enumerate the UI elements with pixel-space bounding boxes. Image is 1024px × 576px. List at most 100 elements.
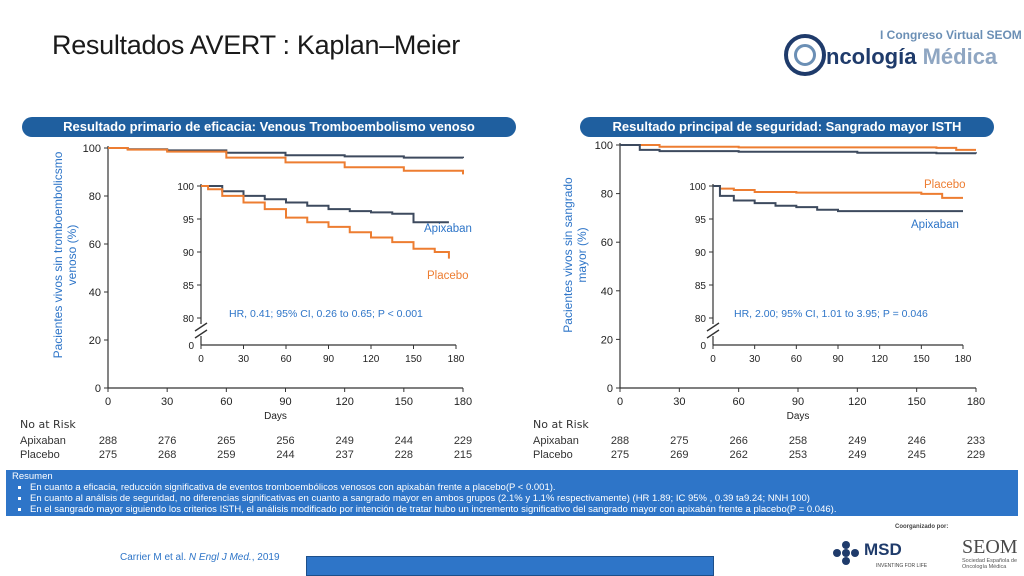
risk-cell: 249 (848, 449, 866, 461)
risk-cell: 246 (907, 435, 925, 447)
risk-row-label: Apixaban (533, 435, 579, 447)
y-tick-label: 0 (607, 383, 613, 395)
logo-word-medica: Médica (922, 44, 998, 69)
inset-x-tick-label: 30 (749, 354, 761, 365)
msd-tagline: INVENTING FOR LIFE (876, 563, 928, 569)
x-tick-label: 180 (967, 396, 985, 408)
y-tick-label: 100 (83, 143, 101, 155)
slide-title: Resultados AVERT : Kaplan–Meier (52, 30, 460, 60)
summary-bullet: En cuanto a eficacia, reducción signific… (30, 482, 1012, 493)
risk-cell: 258 (789, 435, 807, 447)
summary-list: En cuanto a eficacia, reducción signific… (12, 482, 1012, 515)
y-tick-label: 80 (601, 189, 613, 201)
risk-row-label: Placebo (533, 449, 573, 461)
x-tick-label: 180 (454, 396, 472, 408)
y-tick-label: 100 (595, 140, 613, 152)
inset-y-tick-label: 95 (695, 215, 707, 226)
risk-cell: 265 (217, 435, 235, 447)
congress-logo-mark (784, 34, 826, 76)
y-tick-label: 20 (89, 335, 101, 347)
y-tick-label: 40 (89, 287, 101, 299)
logo-word-oncologia: ncología (826, 44, 917, 69)
inset-y-tick-label: 100 (689, 182, 706, 193)
risk-cell: 268 (158, 449, 176, 461)
summary-bullet: En cuanto al análisis de seguridad, no d… (30, 493, 1012, 504)
inset-x-tick-label: 60 (791, 354, 803, 365)
inset-series-line-placebo (201, 185, 450, 259)
msd-logo-icon (833, 541, 859, 565)
y-tick-label: 20 (601, 334, 613, 346)
x-tick-label: 60 (220, 396, 232, 408)
risk-cell: 288 (611, 435, 629, 447)
inset-y-tick-label: 100 (177, 182, 194, 193)
legend-label-placebo: Placebo (427, 270, 469, 282)
y-axis-label: Pacientes vivos sin tromboembolicsmoveno… (51, 151, 79, 358)
seom-subtitle: Sociedad Española de Oncología Médica (962, 558, 1018, 570)
series-line-apixaban (620, 144, 977, 155)
inset-x-tick-label: 90 (323, 354, 335, 365)
y-tick-label: 80 (89, 191, 101, 203)
inset-y-tick-label: 90 (183, 248, 195, 259)
inset-x-tick-label: 90 (832, 354, 844, 365)
summary-title: Resumen (12, 471, 53, 482)
x-tick-label: 150 (395, 396, 413, 408)
risk-cell: 229 (967, 449, 985, 461)
x-tick-label: 90 (792, 396, 804, 408)
citation-journal: N Engl J Med. (188, 552, 252, 563)
legend-label-apixaban: Apixaban (911, 219, 959, 231)
inset-series-line-apixaban (201, 185, 449, 224)
x-axis-label: Days (787, 411, 810, 422)
citation-year: , 2019 (251, 552, 280, 563)
risk-cell: 266 (729, 435, 747, 447)
risk-cell: 288 (99, 435, 117, 447)
risk-table-header: No at Risk (20, 418, 76, 431)
risk-cell: 215 (454, 449, 472, 461)
inset-x-tick-label: 120 (871, 354, 888, 365)
risk-row-label: Placebo (20, 449, 60, 461)
efficacy-panel-header: Resultado primario de eficacia: Venous T… (22, 117, 516, 137)
risk-cell: 237 (335, 449, 353, 461)
msd-logo-text: MSD (864, 540, 902, 559)
inset-x-tick-label: 0 (198, 354, 204, 365)
safety-panel-header: Resultado principal de seguridad: Sangra… (580, 117, 994, 137)
inset-x-tick-label: 30 (238, 354, 250, 365)
inset-y-tick-label: 80 (695, 314, 707, 325)
congress-logo-subtitle: I Congreso Virtual SEOM (880, 28, 1022, 42)
risk-cell: 244 (276, 449, 294, 461)
risk-cell: 275 (670, 435, 688, 447)
series-line-placebo (108, 147, 464, 175)
risk-row-label: Apixaban (20, 435, 66, 447)
inset-axis-break (706, 322, 720, 332)
risk-cell: 228 (395, 449, 413, 461)
footer-blue-box (306, 556, 714, 576)
y-tick-label: 60 (601, 237, 613, 249)
legend-label-placebo: Placebo (924, 179, 966, 191)
x-tick-label: 150 (907, 396, 925, 408)
summary-box: Resumen En cuanto a eficacia, reducción … (6, 470, 1018, 516)
risk-cell: 245 (907, 449, 925, 461)
inset-x-tick-label: 180 (955, 354, 972, 365)
risk-cell: 249 (335, 435, 353, 447)
inset-y-tick-label: 85 (695, 281, 707, 292)
y-axis-label-line: Pacientes vivos sin sangrado (561, 177, 575, 333)
congress-logo-wordmark: ncología Médica (826, 44, 997, 70)
y-axis-label-line: mayor (%) (575, 227, 589, 282)
x-tick-label: 0 (105, 396, 111, 408)
x-axis-label: Days (264, 411, 287, 422)
inset-y-tick-label: 85 (183, 281, 195, 292)
x-tick-label: 0 (617, 396, 623, 408)
seom-logo-text: SEOM (962, 536, 1018, 558)
risk-cell: 229 (454, 435, 472, 447)
risk-cell: 249 (848, 435, 866, 447)
summary-bullet: En el sangrado mayor siguiendo los crite… (30, 504, 1012, 515)
inset-axis-break (194, 322, 208, 332)
risk-cell: 256 (276, 435, 294, 447)
citation-authors: Carrier M et al. (120, 552, 189, 563)
risk-cell: 244 (395, 435, 413, 447)
y-tick-label: 60 (89, 239, 101, 251)
inset-y-tick-label: 95 (183, 215, 195, 226)
inset-x-tick-label: 150 (405, 354, 422, 365)
x-tick-label: 120 (848, 396, 866, 408)
inset-series-line-placebo (713, 185, 963, 199)
inset-y-tick-label: 0 (700, 341, 706, 352)
